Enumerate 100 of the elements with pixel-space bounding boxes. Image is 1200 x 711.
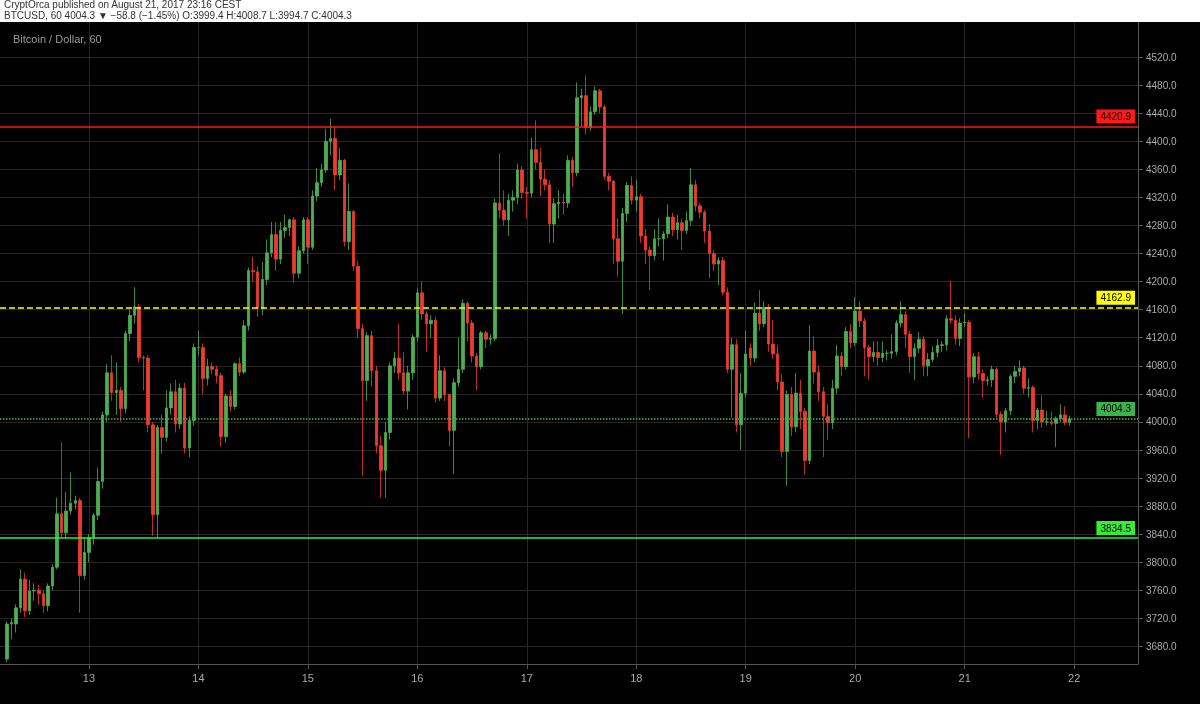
candlestick (78, 497, 82, 614)
candlestick (206, 358, 209, 386)
candlestick (676, 214, 679, 240)
candlestick (156, 424, 159, 538)
candlestick (562, 193, 565, 216)
x-tick-label: 22 (1068, 671, 1081, 684)
candlestick (274, 221, 278, 272)
y-tick-label: 4280.0 (1146, 219, 1178, 231)
candlestick (967, 319, 971, 439)
candlestick (238, 356, 241, 377)
candlestick (443, 366, 446, 402)
y-tick-label: 4000.0 (1146, 416, 1178, 428)
y-tick-label: 4120.0 (1146, 332, 1178, 344)
candlestick (1050, 411, 1053, 426)
candlestick (347, 182, 351, 251)
candlestick (840, 351, 843, 377)
x-tick-label: 14 (192, 671, 205, 684)
candlestick (990, 365, 994, 388)
chart-subtitle: BTCUSD, 60 4004.3 ▼ −58.8 (−1.45%) O:3999.4 H:4008.7 L:3994.7 C:4004.3 (4, 10, 353, 22)
candlestick (853, 296, 857, 347)
candlestick (115, 361, 118, 416)
y-tick-label: 4360.0 (1146, 163, 1178, 175)
text: Bitcoin / Dollar, 60 (13, 32, 102, 45)
candlestick (630, 175, 633, 205)
x-tick-label: 20 (849, 671, 862, 684)
candlestick (1054, 415, 1058, 448)
candlestick (429, 314, 433, 339)
candlestick (958, 317, 962, 347)
y-tick-label: 4240.0 (1146, 248, 1178, 260)
candlestick (110, 354, 113, 402)
candlestick (881, 340, 884, 363)
candlestick (119, 386, 123, 423)
x-tick-label: 15 (301, 671, 314, 684)
candlestick (575, 81, 579, 177)
candlestick (785, 389, 789, 487)
y-tick-label: 4440.0 (1146, 107, 1178, 119)
candlestick (1027, 378, 1030, 398)
x-tick-label: 21 (958, 671, 971, 684)
candlestick (365, 331, 369, 402)
candlestick (23, 572, 27, 618)
candlestick (333, 126, 337, 191)
y-tick-label: 4320.0 (1146, 191, 1178, 203)
y-tick-label: 4400.0 (1146, 135, 1178, 147)
candlestick (735, 338, 738, 433)
ref-line-label: 3834.5 (1100, 522, 1132, 534)
candlestick (338, 147, 342, 181)
candlestick (794, 372, 798, 433)
candlestick (566, 154, 570, 209)
x-tick-label: 17 (520, 671, 533, 684)
ref-line-label: 4420.9 (1100, 111, 1132, 123)
y-tick-label: 3960.0 (1146, 444, 1178, 456)
candlestick (758, 289, 761, 332)
x-tick-label: 18 (630, 671, 643, 684)
candlestick (438, 354, 442, 402)
candlestick (178, 382, 182, 430)
candlestick (306, 216, 310, 265)
candlestick (1040, 394, 1044, 428)
candlestick (174, 379, 177, 433)
y-tick-label: 3720.0 (1146, 612, 1178, 624)
candlestick (808, 324, 811, 465)
x-tick-label: 16 (411, 671, 424, 684)
candlestick (448, 393, 451, 447)
candlestick (74, 495, 77, 511)
y-tick-label: 4040.0 (1146, 388, 1178, 400)
candlestick (849, 323, 852, 349)
candlestick (680, 218, 684, 251)
y-tick-label: 3760.0 (1146, 584, 1178, 596)
y-tick-label: 3800.0 (1146, 556, 1178, 568)
candlestick (922, 335, 925, 377)
candlestick (530, 137, 533, 198)
candlestick (584, 74, 588, 135)
candlestick (844, 326, 848, 370)
x-tick-label: 19 (739, 671, 752, 684)
candlestick (233, 361, 237, 410)
candlestick (1059, 403, 1062, 423)
y-tick-label: 4520.0 (1146, 51, 1178, 63)
candlestick (571, 156, 574, 188)
y-tick-label: 4080.0 (1146, 360, 1178, 372)
text: CryptOrca published on August 21, 2017 23:16 CEST (4, 0, 242, 11)
y-tick-label: 3680.0 (1146, 640, 1178, 652)
y-tick-label: 4200.0 (1146, 276, 1178, 288)
candlestick (872, 340, 875, 363)
candlestick (160, 414, 164, 454)
candlestick (343, 158, 346, 247)
candlestick (762, 300, 766, 328)
candlestick (60, 441, 63, 539)
candlestick (201, 342, 205, 395)
ref-line-label: 4004.3 (1100, 403, 1132, 415)
candlestick (292, 216, 296, 284)
candlestick (671, 212, 675, 237)
y-tick-label: 3920.0 (1146, 472, 1178, 484)
y-tick-label: 4480.0 (1146, 79, 1178, 91)
candlestick (1036, 407, 1039, 430)
candlestick (484, 330, 488, 349)
candlestick (635, 179, 638, 212)
candlestick (224, 393, 228, 444)
candlestick (730, 337, 734, 419)
candlestick (1068, 415, 1071, 427)
candlestick (717, 256, 720, 286)
candlestick (1031, 385, 1035, 433)
